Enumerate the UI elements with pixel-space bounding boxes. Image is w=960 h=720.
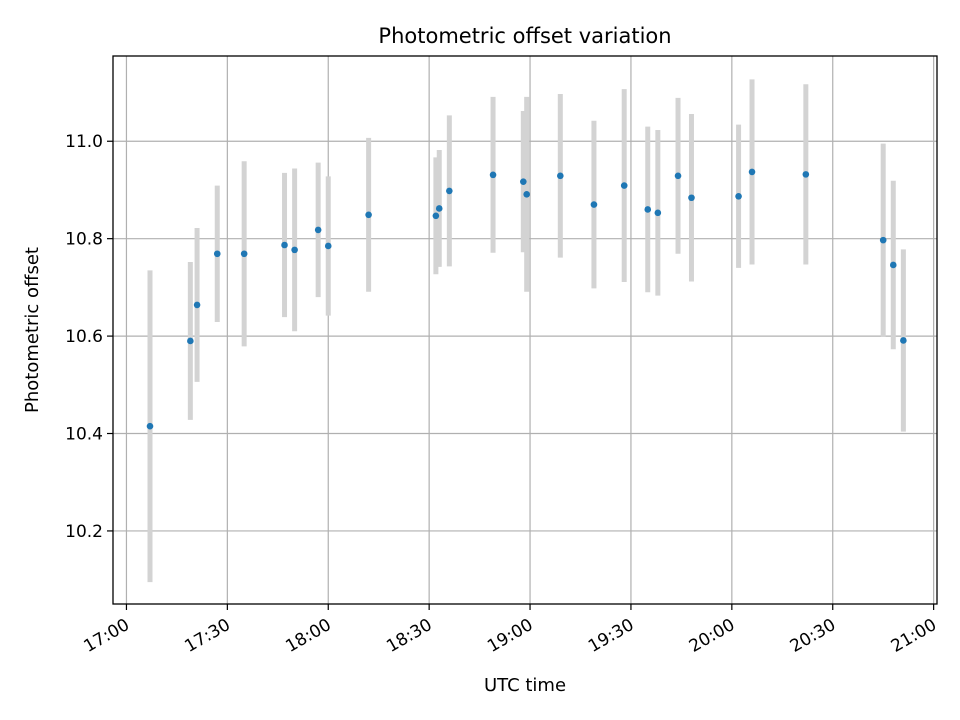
y-tick-label: 10.6 xyxy=(65,327,103,347)
data-point xyxy=(489,171,497,179)
y-tick-label: 10.2 xyxy=(65,522,103,542)
data-point xyxy=(644,206,652,213)
data-point xyxy=(674,172,682,180)
data-point xyxy=(735,192,742,200)
data-point xyxy=(193,301,201,309)
data-point xyxy=(240,250,248,258)
data-point xyxy=(446,187,453,195)
y-axis-label: Photometric offset xyxy=(22,247,43,413)
data-points xyxy=(146,168,907,430)
x-axis-label: UTC time xyxy=(484,675,566,696)
data-point xyxy=(889,261,897,269)
y-tick-label: 10.4 xyxy=(65,425,103,445)
data-point xyxy=(187,337,194,345)
chart-title: Photometric offset variation xyxy=(378,24,671,48)
data-point xyxy=(520,178,527,185)
plot-frame xyxy=(112,55,938,605)
data-point xyxy=(291,246,298,254)
data-point xyxy=(879,236,887,244)
y-axis: 10.2 10.4 10.6 10.8 11.0 xyxy=(65,132,113,542)
y-tick-label: 10.8 xyxy=(65,230,103,250)
y-tick-label: 11.0 xyxy=(65,132,103,152)
data-point xyxy=(213,250,221,258)
data-point xyxy=(432,212,440,220)
data-point xyxy=(688,194,695,202)
data-point xyxy=(324,242,332,250)
data-point xyxy=(314,226,322,234)
data-point xyxy=(146,422,154,430)
data-point xyxy=(748,168,756,176)
data-point xyxy=(620,182,628,189)
data-point xyxy=(802,171,810,178)
data-point xyxy=(281,241,288,249)
data-point xyxy=(435,205,443,212)
data-point xyxy=(654,209,662,217)
data-point xyxy=(590,201,598,208)
data-point xyxy=(523,191,530,198)
data-point xyxy=(365,211,372,219)
data-point xyxy=(557,172,564,180)
data-point xyxy=(900,337,907,344)
